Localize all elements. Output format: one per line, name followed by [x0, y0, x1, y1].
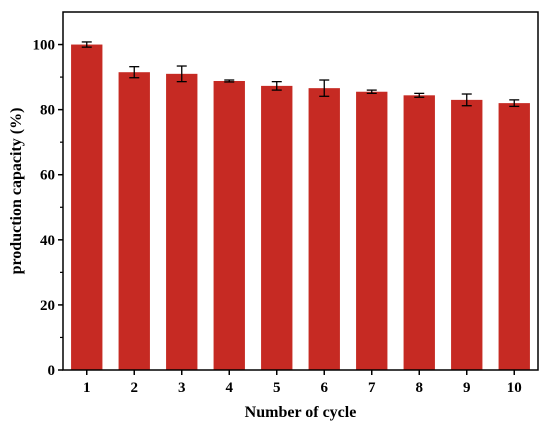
x-tick-label: 9 — [463, 380, 471, 396]
error-bar-3 — [176, 65, 187, 83]
x-tick-label: 8 — [416, 380, 424, 396]
bar-6 — [308, 88, 340, 370]
x-tick-label: 3 — [178, 380, 186, 396]
x-tick-label: 10 — [507, 380, 522, 396]
y-tick-label: 60 — [40, 168, 55, 184]
y-tick-label: 0 — [48, 363, 56, 379]
y-axis-title: production capacity (%) — [8, 108, 25, 275]
bars-group — [71, 44, 530, 371]
y-tick-label: 20 — [40, 298, 55, 314]
error-bar-5 — [271, 80, 282, 91]
error-bar-4 — [224, 79, 235, 83]
x-tick-label: 4 — [226, 380, 234, 396]
bar-8 — [403, 95, 435, 371]
error-bar-8 — [414, 92, 425, 98]
y-tick-label: 100 — [33, 38, 56, 54]
error-bar-9 — [461, 93, 472, 107]
bar-2 — [118, 72, 150, 370]
x-axis: 1 2 3 4 5 6 7 8 9 10 — [83, 370, 522, 396]
bar-10 — [498, 103, 530, 371]
bar-4 — [213, 80, 245, 370]
x-tick-label: 6 — [321, 380, 329, 396]
error-bar-6 — [319, 79, 330, 97]
error-bar-7 — [366, 89, 377, 95]
error-bar-10 — [509, 99, 520, 108]
bar-1 — [71, 44, 103, 370]
bar-5 — [261, 85, 293, 371]
y-tick-label: 80 — [40, 103, 55, 119]
plot-frame — [62, 11, 539, 371]
x-tick-label: 1 — [83, 380, 91, 396]
bar-3 — [166, 73, 198, 370]
x-tick-label: 2 — [131, 380, 139, 396]
x-tick-label: 5 — [273, 380, 281, 396]
error-bars-group — [81, 41, 520, 108]
x-tick-label: 7 — [368, 380, 376, 396]
x-axis-title: Number of cycle — [245, 404, 357, 421]
y-axis: 0 20 40 60 80 100 — [33, 38, 63, 379]
error-bar-2 — [129, 66, 140, 79]
bar-9 — [451, 99, 483, 370]
y-tick-label: 40 — [40, 233, 55, 249]
bar-7 — [356, 91, 388, 371]
error-bar-1 — [81, 41, 92, 48]
